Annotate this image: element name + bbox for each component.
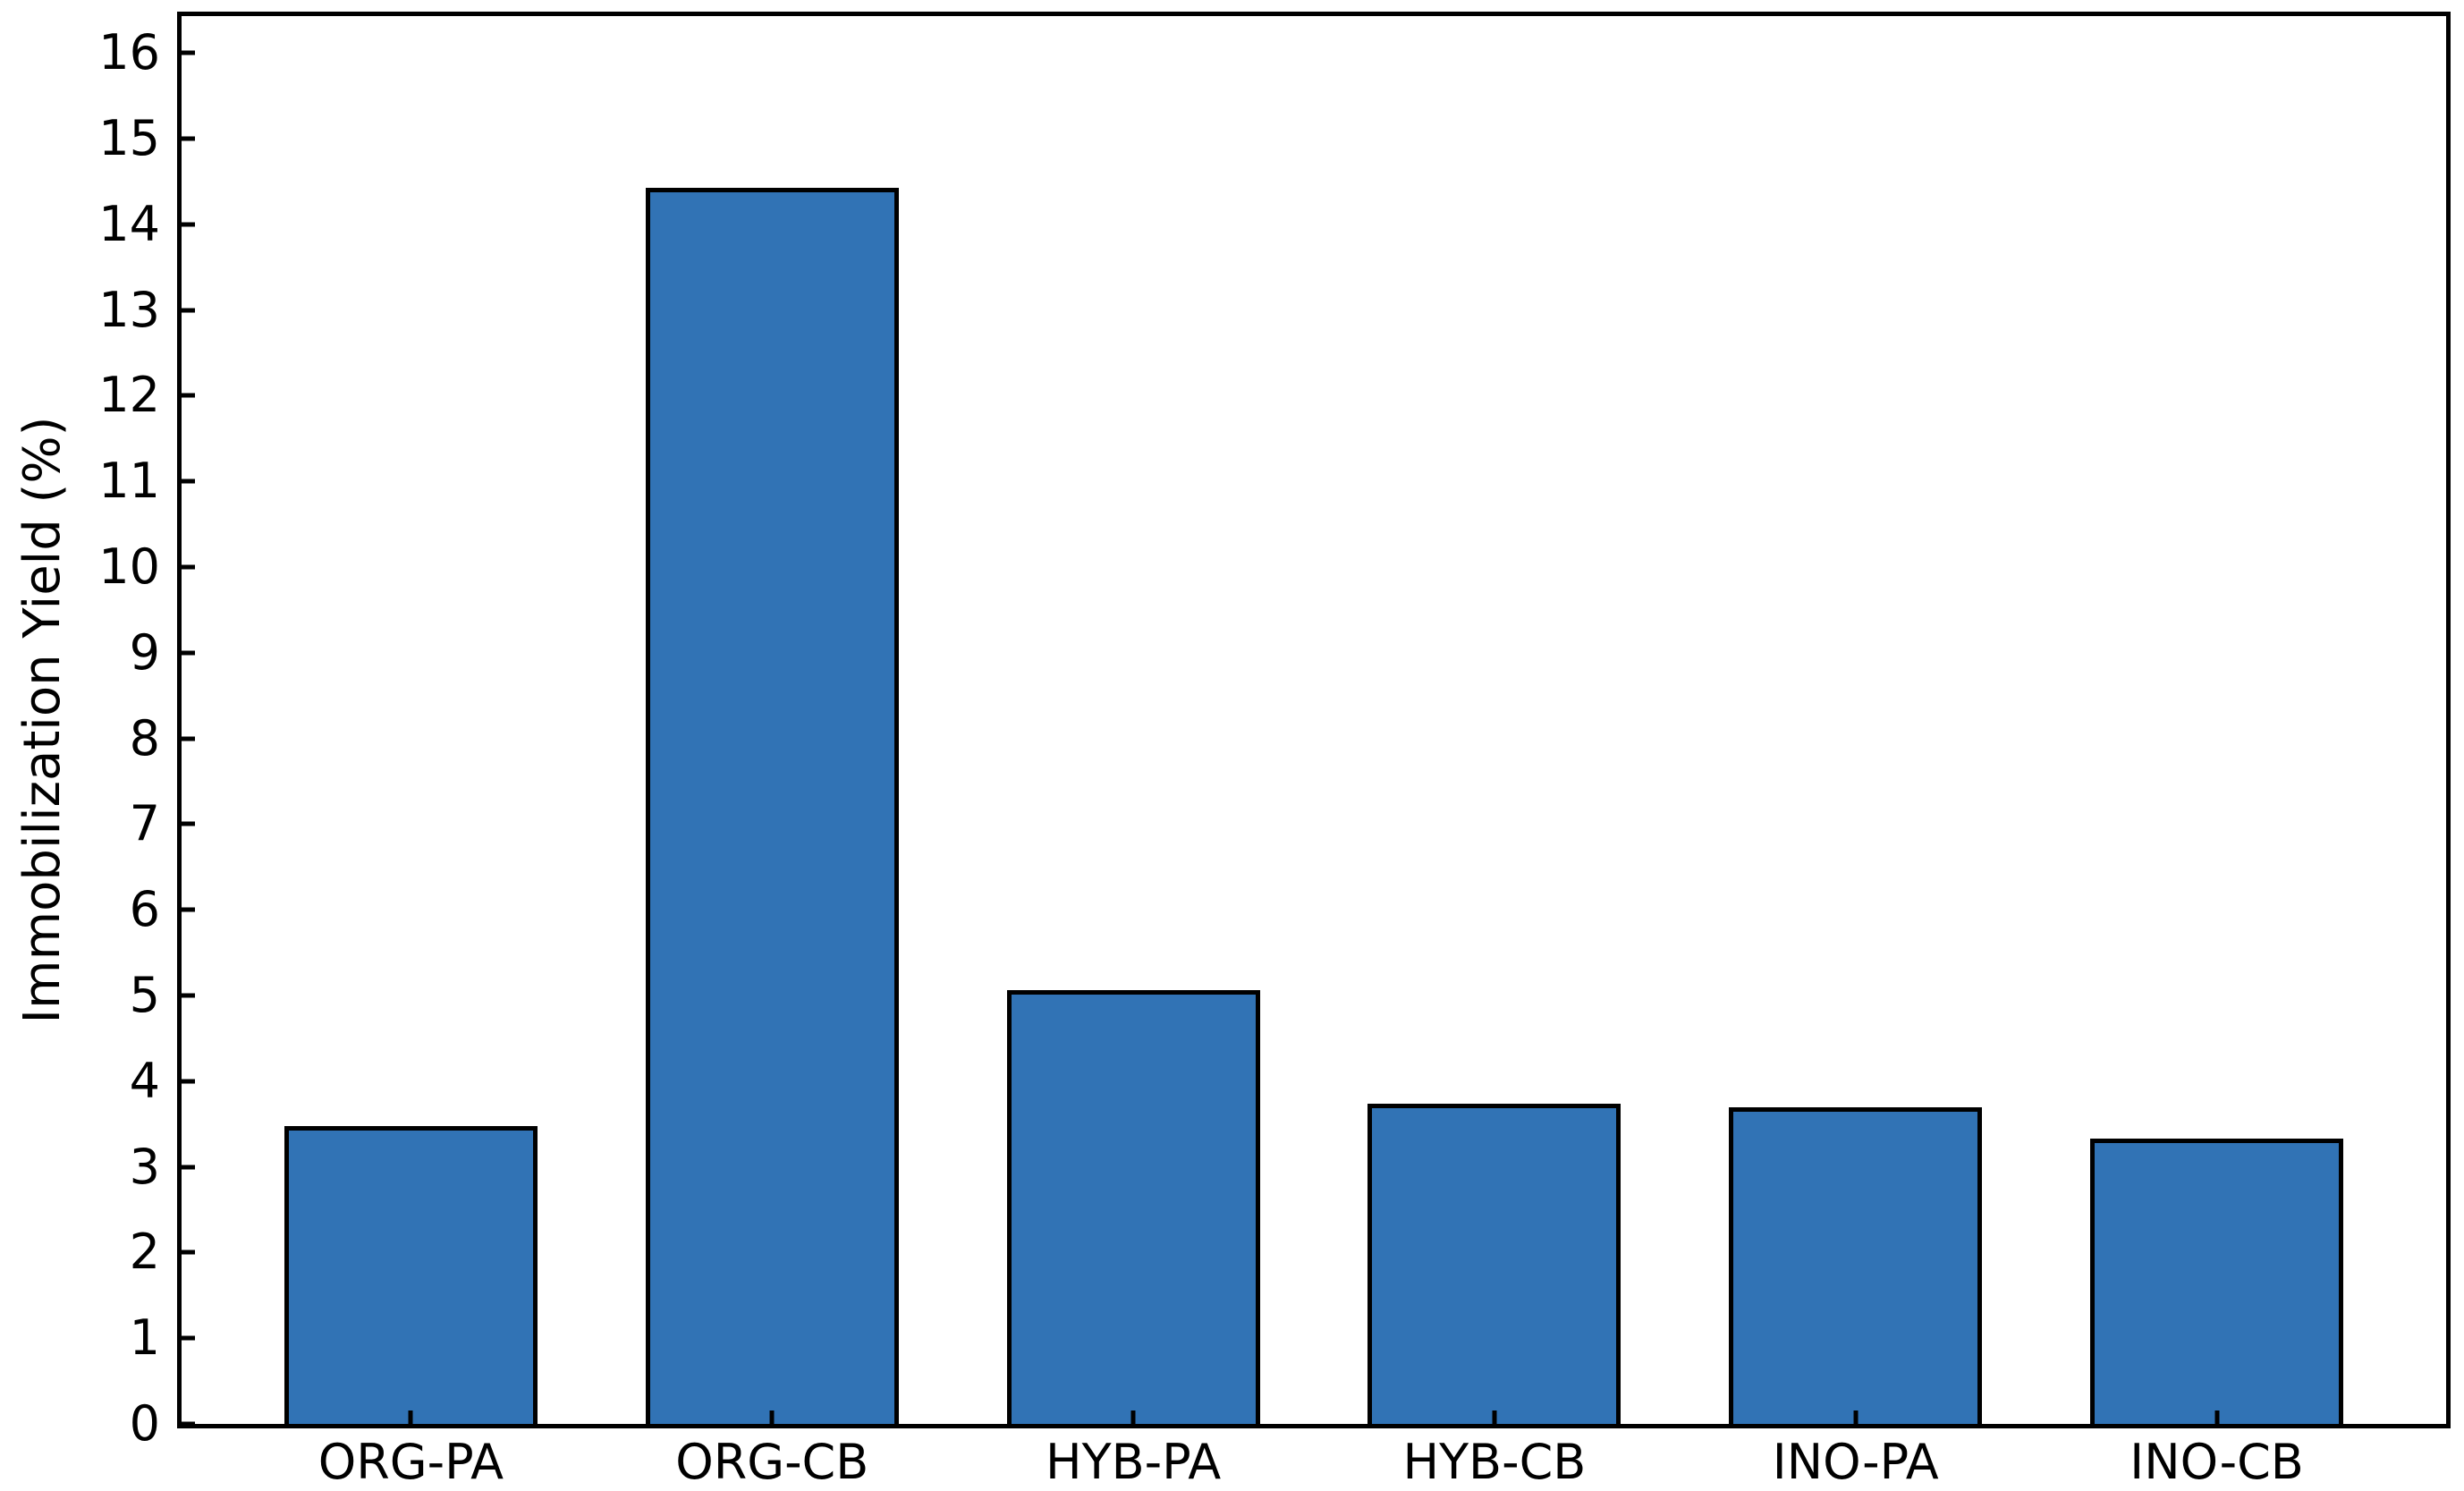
y-tick-label: 5: [129, 967, 160, 1023]
y-tick-label: 12: [98, 367, 160, 424]
y-tick-mark: [182, 393, 195, 398]
x-tick-mark: [1492, 1411, 1497, 1424]
y-tick-mark: [182, 1335, 195, 1341]
y-tick-mark: [182, 136, 195, 141]
y-tick-mark: [182, 821, 195, 826]
y-tick-label: 2: [129, 1224, 160, 1281]
plot-area: 0 1 2 3 4 5 6 7 8 9 10 11 12 13 14 15 16 ORG-PA ORG-CB HYB-…: [98, 12, 2451, 1487]
x-tick-label-ORG-CB: ORG-CB: [675, 1434, 869, 1490]
y-tick-mark: [182, 479, 195, 484]
x-tick-mark: [1853, 1411, 1859, 1424]
x-tick-label-INO-PA: INO-PA: [1772, 1434, 1939, 1490]
x-tick-mark: [2214, 1411, 2220, 1424]
y-tick-label: 13: [98, 281, 160, 338]
y-tick-mark: [182, 1250, 195, 1255]
y-tick-label: 10: [98, 538, 160, 595]
y-tick-mark: [182, 50, 195, 55]
y-tick-label: 15: [98, 110, 160, 166]
y-tick-label: 11: [98, 453, 160, 510]
bar-ORG-CB: [645, 188, 899, 1424]
x-tick-mark: [769, 1411, 775, 1424]
y-tick-mark: [182, 1421, 195, 1427]
bar-INO-PA: [1729, 1107, 1983, 1424]
y-tick-mark: [182, 564, 195, 570]
y-tick-label: 4: [129, 1052, 160, 1109]
bar-HYB-PA: [1006, 990, 1260, 1424]
y-tick-mark: [182, 650, 195, 656]
bar-HYB-CB: [1367, 1104, 1621, 1424]
y-tick-label: 7: [129, 795, 160, 852]
bar-INO-CB: [2090, 1139, 2344, 1424]
y-tick-mark: [182, 993, 195, 998]
y-tick-label: 16: [98, 24, 160, 81]
y-tick-mark: [182, 736, 195, 741]
y-tick-mark: [182, 907, 195, 912]
y-tick-mark: [182, 222, 195, 227]
y-axis-label: Immobilization Yield (%): [13, 416, 72, 1024]
y-tick-label: 8: [129, 709, 160, 767]
y-tick-mark: [182, 1165, 195, 1170]
y-tick-label: 6: [129, 881, 160, 938]
x-tick-label-HYB-CB: HYB-CB: [1402, 1434, 1587, 1490]
y-tick-mark: [182, 1079, 195, 1084]
x-tick-label-HYB-PA: HYB-PA: [1045, 1434, 1222, 1490]
x-tick-mark: [1130, 1411, 1136, 1424]
y-tick-label: 9: [129, 623, 160, 681]
y-tick-label: 3: [129, 1138, 160, 1195]
x-tick-mark: [408, 1411, 413, 1424]
y-tick-label: 1: [129, 1309, 160, 1367]
y-tick-mark: [182, 308, 195, 313]
y-tick-label: 0: [129, 1395, 160, 1452]
x-tick-label-INO-CB: INO-CB: [2130, 1434, 2304, 1490]
y-tick-label: 14: [98, 195, 160, 252]
bar-ORG-PA: [284, 1126, 538, 1424]
x-tick-label-ORG-PA: ORG-PA: [318, 1434, 504, 1490]
